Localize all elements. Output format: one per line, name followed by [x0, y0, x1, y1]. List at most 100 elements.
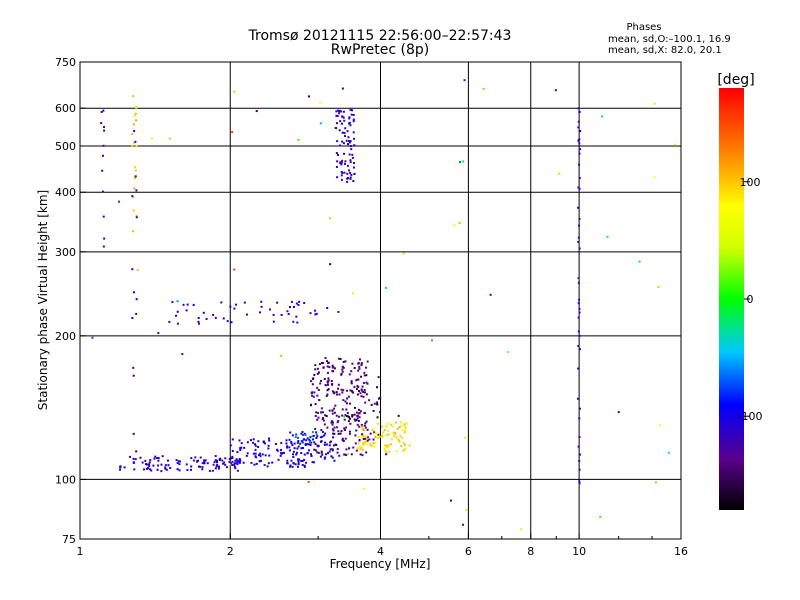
data-point [403, 442, 406, 445]
data-point [286, 445, 289, 448]
data-point [335, 114, 338, 117]
data-point [233, 268, 236, 271]
data-point [362, 488, 365, 491]
data-point [190, 457, 193, 460]
data-point [330, 440, 333, 443]
data-point [357, 442, 360, 445]
data-point [343, 415, 346, 418]
data-point [357, 386, 360, 389]
data-point [348, 417, 351, 420]
data-point [360, 363, 363, 366]
data-point [291, 444, 294, 447]
data-point [289, 464, 292, 467]
data-point [377, 433, 380, 436]
data-point [402, 448, 405, 451]
data-point [369, 432, 372, 435]
data-point [336, 115, 339, 118]
data-point [351, 390, 354, 393]
data-point [333, 407, 336, 410]
data-point [349, 402, 352, 405]
data-point [197, 465, 200, 468]
data-point [271, 461, 274, 464]
data-point [296, 465, 299, 468]
data-point [311, 394, 314, 397]
data-point [674, 143, 677, 146]
data-point [352, 446, 355, 449]
data-point [430, 339, 433, 342]
data-point [577, 367, 580, 370]
data-point [243, 301, 246, 304]
data-point [135, 105, 138, 108]
data-point [206, 462, 209, 465]
data-point [267, 462, 270, 465]
data-point [258, 453, 261, 456]
data-point [404, 425, 407, 428]
data-point [303, 302, 306, 305]
data-point [577, 107, 580, 110]
data-point [286, 310, 289, 313]
data-point [214, 316, 217, 319]
data-point [341, 159, 344, 162]
data-point [361, 425, 364, 428]
data-point [346, 453, 349, 456]
data-point [146, 467, 149, 470]
data-point [305, 439, 308, 442]
data-point [314, 443, 317, 446]
data-point [351, 109, 354, 112]
data-point [332, 444, 335, 447]
data-point [282, 451, 285, 454]
data-point [326, 393, 329, 396]
data-point [365, 451, 368, 454]
data-point [321, 418, 324, 421]
data-point [360, 389, 363, 392]
data-point [353, 144, 356, 147]
data-point [234, 467, 237, 470]
data-point [362, 434, 365, 437]
data-point [349, 140, 352, 143]
data-point [406, 422, 409, 425]
data-point [303, 464, 306, 467]
data-point [326, 360, 329, 363]
data-point [314, 427, 317, 430]
data-point [401, 429, 404, 432]
y-tick-label: 500 [55, 140, 76, 153]
data-point [153, 457, 156, 460]
data-point [332, 421, 335, 424]
data-point [311, 438, 314, 441]
data-point [145, 467, 148, 470]
data-point [252, 452, 255, 455]
data-point [463, 79, 466, 82]
data-point [225, 466, 228, 469]
data-point [373, 402, 376, 405]
data-point [365, 435, 368, 438]
y-tick-label: 100 [55, 473, 76, 486]
data-point [315, 312, 318, 315]
data-point [317, 416, 320, 419]
data-point [489, 293, 492, 296]
y-tick-label: 200 [55, 330, 76, 343]
data-point [260, 305, 263, 308]
data-point [385, 445, 388, 448]
data-point [331, 420, 334, 423]
data-point [398, 426, 401, 429]
data-point [208, 469, 211, 472]
data-point [354, 419, 357, 422]
data-point [377, 397, 380, 400]
data-point [601, 115, 604, 118]
data-point [245, 454, 248, 457]
chart-title: Tromsø 20121115 22:56:00–22:57:43 [248, 28, 512, 44]
data-point [132, 209, 135, 212]
data-point [578, 152, 581, 155]
data-point [657, 285, 660, 288]
data-point [242, 461, 245, 464]
x-tick-label: 1 [77, 545, 84, 558]
data-point [353, 367, 356, 370]
data-point [319, 122, 322, 125]
data-point [246, 452, 249, 455]
y-tick-label: 300 [55, 246, 76, 259]
data-point [352, 131, 355, 134]
data-point [157, 457, 160, 460]
grid-lines [80, 62, 681, 539]
data-point [352, 166, 355, 169]
data-point [365, 381, 368, 384]
